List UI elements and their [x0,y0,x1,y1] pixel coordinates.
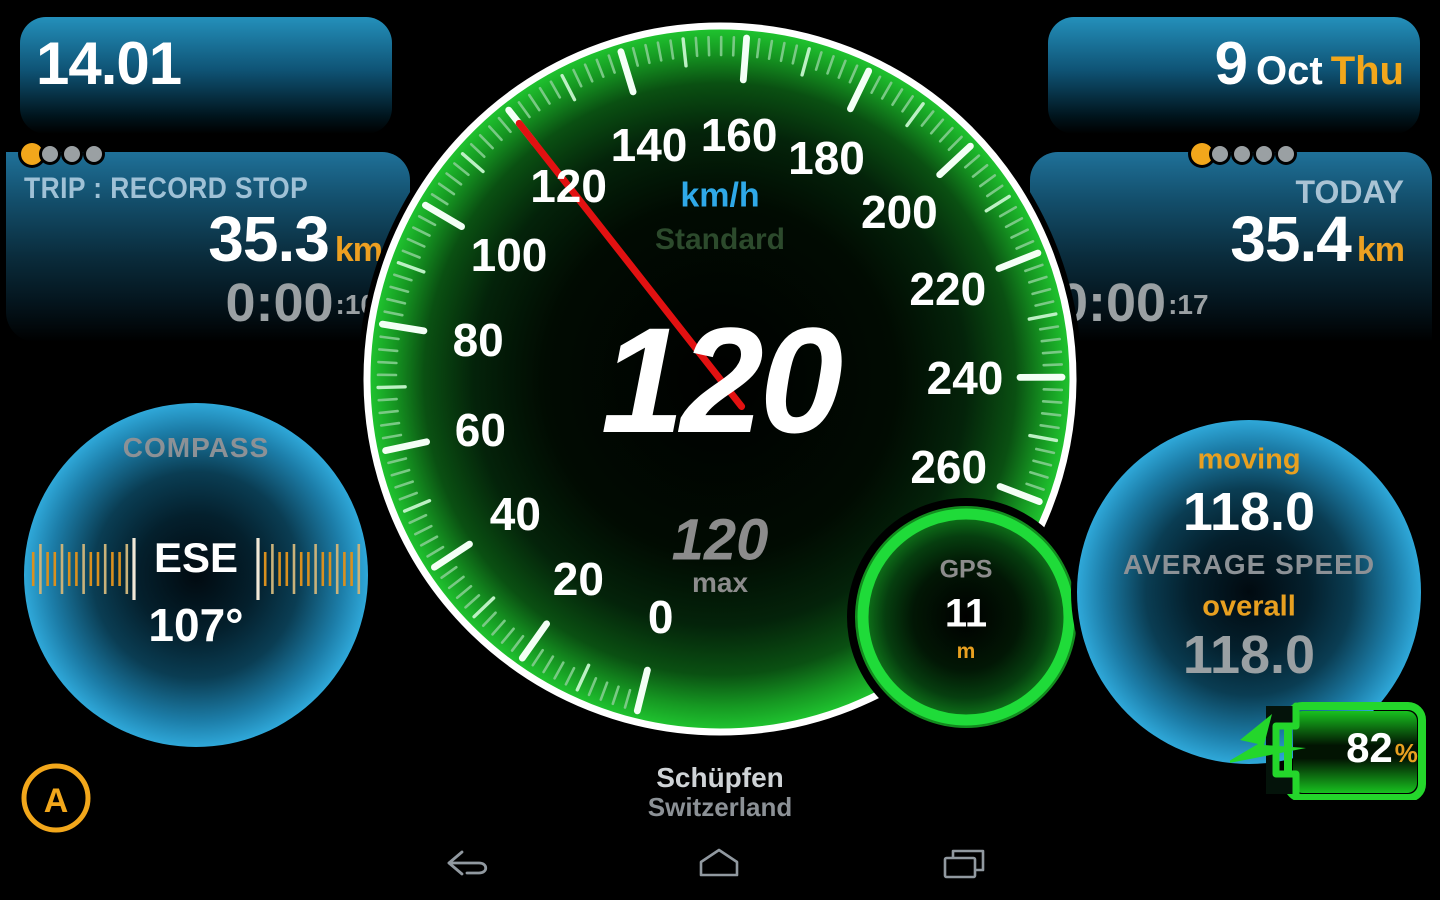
svg-text:A: A [44,782,69,820]
